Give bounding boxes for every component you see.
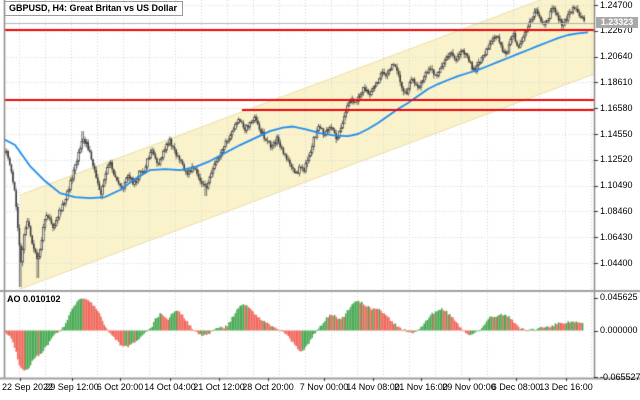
price-axis-label: 1.14550 bbox=[600, 128, 633, 139]
time-axis-label: 21 Nov 16:00 bbox=[394, 382, 448, 392]
price-axis-label: 1.08460 bbox=[600, 205, 633, 216]
time-axis-label: 7 Nov 00:00 bbox=[299, 382, 349, 392]
time-axis-label: 28 Oct 20:00 bbox=[242, 382, 294, 392]
time-axis-label: 22 Sep 2022 bbox=[2, 382, 54, 392]
price-axis-label: 1.04400 bbox=[600, 257, 633, 268]
ao-axis-label: 0.000000 bbox=[600, 325, 638, 335]
time-axis-label: 13 Dec 16:00 bbox=[539, 382, 593, 392]
time-axis-label: 6 Oct 20:00 bbox=[96, 382, 144, 392]
price-axis-label: 1.18610 bbox=[600, 76, 633, 87]
price-axis-label: 1.16580 bbox=[600, 102, 633, 113]
price-axis-label: 1.10490 bbox=[600, 180, 633, 191]
time-axis-label: 14 Nov 08:00 bbox=[346, 382, 400, 392]
current-price-tag: 1.23323 bbox=[596, 17, 638, 28]
price-axis-label: 1.20640 bbox=[600, 51, 633, 62]
time-axis-label: 29 Nov 00:00 bbox=[442, 382, 496, 392]
price-axis-label: 1.24700 bbox=[600, 0, 633, 10]
time-axis-label: 14 Oct 04:00 bbox=[144, 382, 196, 392]
time-axis-label: 21 Oct 12:00 bbox=[193, 382, 245, 392]
price-axis-label: 1.06430 bbox=[600, 231, 633, 242]
time-axis-label: 6 Dec 08:00 bbox=[491, 382, 541, 392]
price-axis-label: 1.22670 bbox=[600, 25, 633, 36]
ao-axis-label: -0.065527 bbox=[600, 371, 640, 382]
time-axis-label: 29 Sep 12:00 bbox=[45, 382, 99, 392]
ao-axis-label: 0.045625 bbox=[600, 292, 638, 303]
price-axis-label: 1.12520 bbox=[600, 154, 633, 165]
